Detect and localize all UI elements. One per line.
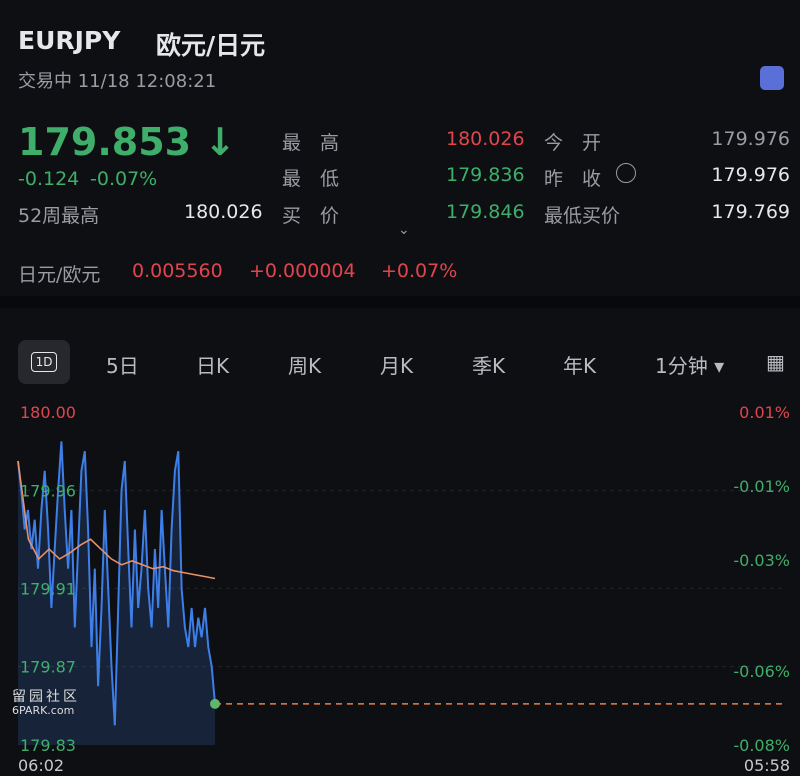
change: -0.124	[18, 168, 80, 190]
stat-value: 180.026	[184, 201, 263, 223]
price-value: 179.853	[18, 120, 192, 164]
expand-icon[interactable]: ⌄	[398, 222, 410, 238]
stat-label: 最低买价	[544, 205, 621, 227]
stat-label: 最 低	[282, 168, 340, 190]
y-tick-label: 180.00	[20, 403, 76, 422]
stat-label: 买 价	[282, 205, 340, 227]
y2-tick-label: -0.03%	[733, 551, 790, 570]
tab[interactable]: 日K	[196, 354, 230, 378]
y2-tick-label: 0.01%	[739, 403, 790, 422]
stat-label: 52周最高	[18, 205, 100, 227]
tab[interactable]: 周K	[288, 354, 322, 378]
x-label: 06:02	[18, 756, 64, 775]
last-price-dot	[210, 698, 220, 709]
pair-name: 欧元/日元	[156, 31, 266, 60]
tab[interactable]: 1D	[31, 352, 57, 372]
tab[interactable]: 1分钟 ▾	[655, 354, 725, 378]
y-tick-label: 179.83	[20, 736, 76, 755]
layout-icon[interactable]: ▦	[766, 350, 785, 374]
average-line	[17, 460, 216, 580]
tab-label: 1分钟	[655, 354, 708, 378]
tab-active-bg	[18, 340, 70, 384]
stat-label: 今 开	[544, 132, 602, 154]
y2-tick-label: -0.08%	[733, 736, 790, 755]
change-pct: -0.07%	[90, 168, 158, 190]
stat-label: 昨 收	[544, 168, 602, 190]
price-area	[18, 441, 215, 745]
stat-value: 180.026	[446, 128, 525, 150]
stat-label: 最 高	[282, 132, 340, 154]
y-tick-label: 179.96	[20, 481, 76, 500]
tab[interactable]: 季K	[472, 354, 506, 378]
watermark: 6PARK.com	[12, 704, 75, 717]
watermark: 留园社区	[12, 689, 80, 705]
cross-change: +0.000004	[249, 260, 356, 282]
cross-label: 日元/欧元	[18, 264, 101, 286]
price-line	[17, 441, 216, 726]
y-tick-label: 179.87	[20, 658, 76, 677]
stat-value: 179.976	[711, 128, 790, 150]
stat-value: 179.976	[711, 164, 790, 186]
y2-tick-label: -0.06%	[733, 662, 790, 681]
stat-value: 179.836	[446, 164, 525, 186]
divider	[0, 296, 800, 308]
y-tick-label: 179.91	[20, 579, 76, 598]
x-label: 05:58	[744, 756, 790, 775]
globe-icon[interactable]	[760, 66, 784, 90]
status: 交易中 11/18 12:08:21	[18, 71, 217, 92]
cross-change-pct: +0.07%	[381, 260, 458, 282]
tab[interactable]: 年K	[563, 354, 597, 378]
symbol: EURJPY	[18, 26, 121, 55]
y2-tick-label: -0.01%	[733, 477, 790, 496]
tab[interactable]: 5日	[106, 354, 139, 378]
price: 179.853 ↓	[18, 120, 237, 164]
stat-value: 179.846	[446, 201, 525, 223]
tab[interactable]: 月K	[380, 354, 414, 378]
stat-value: 179.769	[711, 201, 790, 223]
info-icon[interactable]	[616, 163, 636, 183]
cross-price: 0.005560	[132, 260, 223, 282]
